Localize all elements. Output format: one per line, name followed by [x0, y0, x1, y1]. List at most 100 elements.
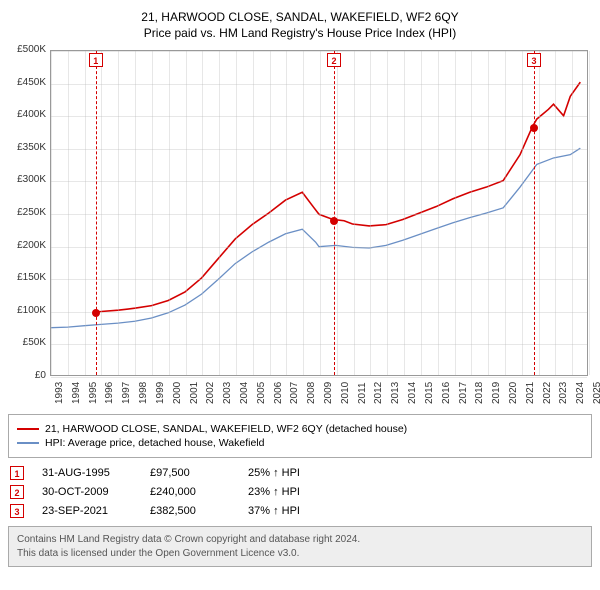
gridline-v: [85, 51, 86, 375]
gridline-v: [471, 51, 472, 375]
event-price: £97,500: [150, 467, 230, 479]
x-axis-label: 2017: [458, 382, 469, 404]
x-axis-label: 2002: [205, 382, 216, 404]
x-axis-label: 2023: [558, 382, 569, 404]
legend-label: HPI: Average price, detached house, Wake…: [45, 437, 264, 449]
gridline-v: [320, 51, 321, 375]
chart-title-1: 21, HARWOOD CLOSE, SANDAL, WAKEFIELD, WF…: [8, 10, 592, 24]
chart-area: 123 £0£50K£100K£150K£200K£250K£300K£350K…: [8, 46, 592, 406]
x-axis-label: 2005: [256, 382, 267, 404]
gridline-v: [219, 51, 220, 375]
x-axis-label: 2019: [491, 382, 502, 404]
legend-swatch: [17, 428, 39, 430]
y-axis-label: £100K: [8, 305, 46, 316]
x-axis-label: 2024: [575, 382, 586, 404]
event-delta: 25% ↑ HPI: [248, 467, 328, 479]
x-axis-label: 1997: [121, 382, 132, 404]
event-marker-box: 1: [10, 466, 24, 480]
y-axis-label: £250K: [8, 207, 46, 218]
gridline-v: [270, 51, 271, 375]
gridline-v: [202, 51, 203, 375]
x-axis-label: 2011: [357, 382, 368, 404]
x-axis-label: 2021: [525, 382, 536, 404]
x-axis-label: 1999: [155, 382, 166, 404]
gridline-v: [236, 51, 237, 375]
event-delta: 37% ↑ HPI: [248, 505, 328, 517]
gridline-v: [303, 51, 304, 375]
y-axis-label: £200K: [8, 240, 46, 251]
gridline-v: [438, 51, 439, 375]
gridline-v: [101, 51, 102, 375]
event-price: £382,500: [150, 505, 230, 517]
x-axis-label: 1995: [88, 382, 99, 404]
gridline-v: [51, 51, 52, 375]
event-date: 30-OCT-2009: [42, 486, 132, 498]
y-axis-label: £450K: [8, 77, 46, 88]
y-axis-label: £400K: [8, 109, 46, 120]
x-axis-label: 2018: [474, 382, 485, 404]
x-axis-label: 1996: [104, 382, 115, 404]
sale-events: 131-AUG-1995£97,50025% ↑ HPI230-OCT-2009…: [8, 466, 592, 518]
marker-box: 3: [527, 53, 541, 67]
marker-box: 2: [327, 53, 341, 67]
x-axis-label: 2016: [441, 382, 452, 404]
marker-vline: [334, 51, 335, 375]
gridline-v: [169, 51, 170, 375]
marker-vline: [96, 51, 97, 375]
y-axis-label: £0: [8, 370, 46, 381]
x-axis-label: 1993: [54, 382, 65, 404]
gridline-v: [286, 51, 287, 375]
x-axis-label: 2022: [542, 382, 553, 404]
gridline-v: [572, 51, 573, 375]
event-row: 230-OCT-2009£240,00023% ↑ HPI: [10, 485, 590, 499]
x-axis-label: 2004: [239, 382, 250, 404]
event-date: 23-SEP-2021: [42, 505, 132, 517]
x-axis-label: 2025: [592, 382, 600, 404]
gridline-v: [539, 51, 540, 375]
gridline-v: [253, 51, 254, 375]
legend-label: 21, HARWOOD CLOSE, SANDAL, WAKEFIELD, WF…: [45, 423, 407, 435]
legend-item: 21, HARWOOD CLOSE, SANDAL, WAKEFIELD, WF…: [17, 423, 583, 435]
gridline-v: [186, 51, 187, 375]
y-axis-label: £50K: [8, 337, 46, 348]
y-axis-label: £300K: [8, 174, 46, 185]
event-row: 323-SEP-2021£382,50037% ↑ HPI: [10, 504, 590, 518]
x-axis-label: 2003: [222, 382, 233, 404]
x-axis-label: 2008: [306, 382, 317, 404]
event-delta: 23% ↑ HPI: [248, 486, 328, 498]
gridline-v: [455, 51, 456, 375]
sale-point-dot: [330, 217, 338, 225]
gridline-v: [152, 51, 153, 375]
legend-swatch: [17, 442, 39, 444]
marker-vline: [534, 51, 535, 375]
plot-region: 123: [50, 50, 588, 376]
event-price: £240,000: [150, 486, 230, 498]
gridline-v: [505, 51, 506, 375]
footer-line-2: This data is licensed under the Open Gov…: [17, 547, 583, 561]
x-axis-label: 2015: [424, 382, 435, 404]
gridline-v: [404, 51, 405, 375]
gridline-h: [51, 279, 587, 280]
gridline-v: [68, 51, 69, 375]
gridline-h: [51, 116, 587, 117]
chart-title-2: Price paid vs. HM Land Registry's House …: [8, 26, 592, 40]
gridline-v: [488, 51, 489, 375]
gridline-v: [387, 51, 388, 375]
x-axis-label: 2007: [289, 382, 300, 404]
gridline-v: [354, 51, 355, 375]
series-line: [51, 148, 580, 327]
legend-item: HPI: Average price, detached house, Wake…: [17, 437, 583, 449]
y-axis-label: £500K: [8, 44, 46, 55]
sale-point-dot: [92, 309, 100, 317]
gridline-v: [522, 51, 523, 375]
sale-point-dot: [530, 124, 538, 132]
gridline-h: [51, 214, 587, 215]
gridline-v: [337, 51, 338, 375]
gridline-h: [51, 377, 587, 378]
x-axis-label: 2000: [172, 382, 183, 404]
x-axis-label: 2014: [407, 382, 418, 404]
x-axis-label: 2010: [340, 382, 351, 404]
line-canvas: [51, 51, 587, 375]
x-axis-label: 2001: [189, 382, 200, 404]
gridline-v: [555, 51, 556, 375]
